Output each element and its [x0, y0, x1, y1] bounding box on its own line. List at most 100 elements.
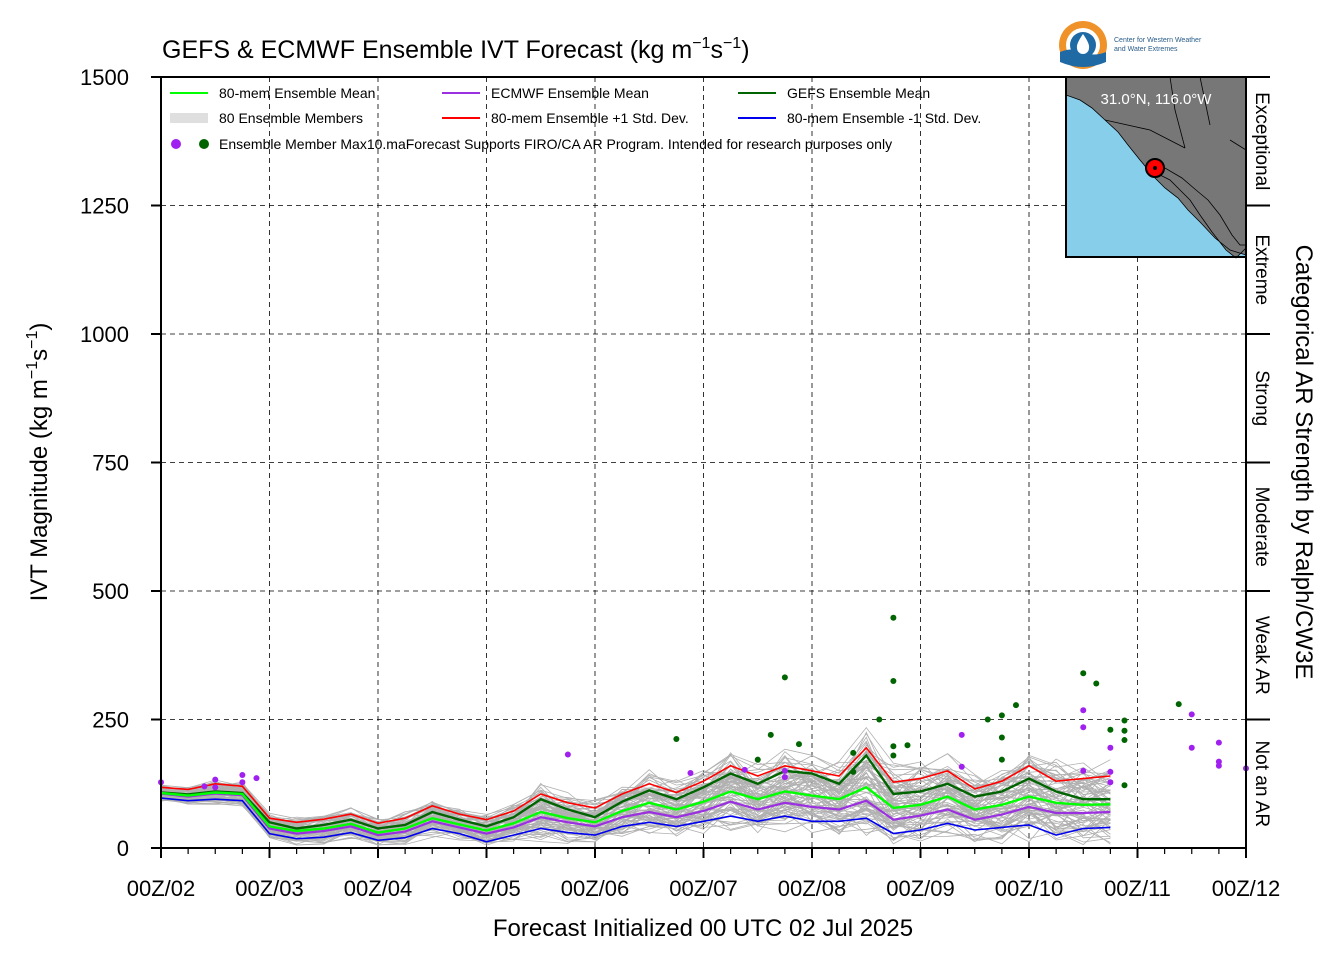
member-max-point — [850, 749, 857, 756]
series-lines — [160, 746, 1111, 843]
x-tick-label: 00Z/05 — [452, 876, 521, 901]
series-line — [160, 785, 1111, 834]
legend-label: ECMWF Ensemble Mean — [491, 85, 649, 101]
member-max-point — [564, 751, 571, 758]
cw3e-logo: Center for Western Weather and Water Ext… — [1059, 21, 1202, 69]
map-coordinates: 31.0°N, 116.0°W — [1101, 91, 1213, 108]
logo-waves — [1060, 49, 1106, 67]
series-line — [160, 797, 1111, 843]
member-max-point — [958, 731, 965, 738]
member-max-point — [850, 768, 857, 775]
ensemble-member-line — [160, 789, 1111, 837]
member-max-point — [212, 776, 219, 783]
member-max-point — [998, 712, 1005, 719]
legend-label: 80-mem Ensemble Mean — [219, 85, 375, 101]
category-label: Strong — [1251, 370, 1272, 426]
member-max-point — [1121, 727, 1128, 734]
y-tick-label: 750 — [92, 451, 129, 476]
member-max-point — [1121, 737, 1128, 744]
y-tick-label: 500 — [92, 579, 129, 604]
member-max-point — [781, 774, 788, 781]
member-max-point — [673, 736, 680, 743]
legend-ecmwf-max-swatch — [171, 139, 181, 149]
x-tick-label: 00Z/06 — [561, 876, 630, 901]
category-label: Exceptional — [1251, 92, 1272, 190]
member-max-point — [781, 767, 788, 774]
member-max-point — [876, 716, 883, 723]
map-frame — [1065, 76, 1247, 258]
category-axis-title: Categorical AR Strength by Ralph/CW3E — [1290, 245, 1317, 680]
y-tick-label: 250 — [92, 708, 129, 733]
member-max-point — [958, 763, 965, 770]
series-line — [160, 753, 1111, 830]
category-label: Moderate — [1251, 487, 1272, 567]
ensemble-member-line — [160, 795, 1111, 846]
member-max-point — [1107, 744, 1114, 751]
member-max-point — [1121, 782, 1128, 789]
location-marker-center — [1153, 166, 1157, 170]
y-tick-label: 1000 — [80, 322, 129, 347]
member-max-point — [212, 784, 219, 791]
category-label: Not an AR — [1251, 740, 1272, 827]
series-line — [160, 746, 1111, 825]
x-tick-label: 00Z/08 — [778, 876, 847, 901]
member-max-point — [890, 752, 897, 759]
member-max-point — [1175, 701, 1182, 708]
ensemble-member-line — [160, 731, 1111, 822]
member-max-point — [984, 716, 991, 723]
member-max-point — [904, 742, 911, 749]
x-tick-label: 00Z/07 — [669, 876, 738, 901]
member-max-point — [1080, 707, 1087, 714]
location-map: 31.0°N, 116.0°W — [1065, 76, 1247, 259]
ensemble-member-line — [160, 797, 1111, 844]
ensemble-member-line — [160, 797, 1111, 843]
x-tick-label: 00Z/12 — [1212, 876, 1281, 901]
chart-title: GEFS & ECMWF Ensemble IVT Forecast (kg m… — [162, 35, 750, 64]
logo-text-line-1: Center for Western Weather — [1114, 37, 1202, 44]
axis-ticks: 00Z/02 00Z/03 00Z/04 00Z/05 00Z/06 00Z/07 00Z/… — [80, 65, 1280, 901]
member-max-point — [1215, 762, 1222, 769]
map-borders — [1104, 76, 1247, 151]
member-max-point — [1080, 767, 1087, 774]
member-max-point — [239, 779, 246, 786]
x-tick-label: 00Z/09 — [886, 876, 955, 901]
member-max-point — [1080, 724, 1087, 731]
member-max-point — [1121, 717, 1128, 724]
y-tick-label: 1500 — [80, 65, 129, 90]
ensemble-member-line — [160, 762, 1111, 836]
logo-text-line-2: and Water Extremes — [1114, 46, 1178, 53]
member-max-point — [998, 734, 1005, 741]
member-max-point — [1107, 768, 1114, 775]
x-tick-label: 00Z/11 — [1104, 876, 1171, 901]
series-line — [160, 792, 1111, 837]
member-max-point — [253, 775, 260, 782]
member-max-point — [1107, 779, 1114, 786]
ensemble-member-line — [161, 794, 1111, 846]
member-max-point — [201, 783, 208, 790]
member-max-point — [1215, 758, 1222, 765]
y-tick-label: 1250 — [80, 194, 129, 219]
water-drop-icon — [1076, 34, 1090, 54]
member-max-point — [998, 756, 1005, 763]
member-max-point — [239, 772, 246, 779]
member-max-point — [890, 614, 897, 621]
legend-gefs-max-swatch — [199, 139, 209, 149]
x-axis-label: Forecast Initialized 00 UTC 02 Jul 2025 — [493, 915, 913, 942]
x-tick-label: 00Z/02 — [127, 876, 196, 901]
legend-label: 80-mem Ensemble -1 Std. Dev. — [787, 110, 981, 126]
member-max-point — [795, 741, 802, 748]
x-tick-label: 00Z/10 — [995, 876, 1064, 901]
legend-max-label: Ensemble Member Max10.maForecast Support… — [219, 136, 892, 152]
member-max-point — [781, 674, 788, 681]
category-axis: Not an AR Weak AR Moderate Strong Extreme Exc… — [1245, 76, 1272, 848]
y-axis-label: IVT Magnitude (kg m−1s−1) — [24, 323, 53, 602]
member-max-point — [767, 731, 774, 738]
x-tick-label: 00Z/04 — [344, 876, 413, 901]
member-max-point — [1107, 726, 1114, 733]
member-max-point — [1012, 702, 1019, 709]
member-max-point — [890, 743, 897, 750]
member-max-point — [754, 756, 761, 763]
member-max-point — [1188, 711, 1195, 718]
member-max-point — [741, 766, 748, 773]
